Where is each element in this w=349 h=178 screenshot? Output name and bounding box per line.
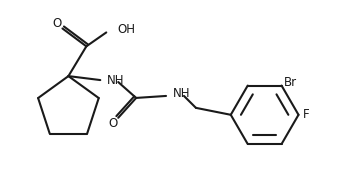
Text: NH: NH <box>173 87 191 100</box>
Text: F: F <box>303 108 309 121</box>
Text: Br: Br <box>284 76 297 89</box>
Text: NH: NH <box>107 74 125 87</box>
Text: OH: OH <box>117 23 135 36</box>
Text: O: O <box>53 17 62 30</box>
Text: O: O <box>109 117 118 130</box>
